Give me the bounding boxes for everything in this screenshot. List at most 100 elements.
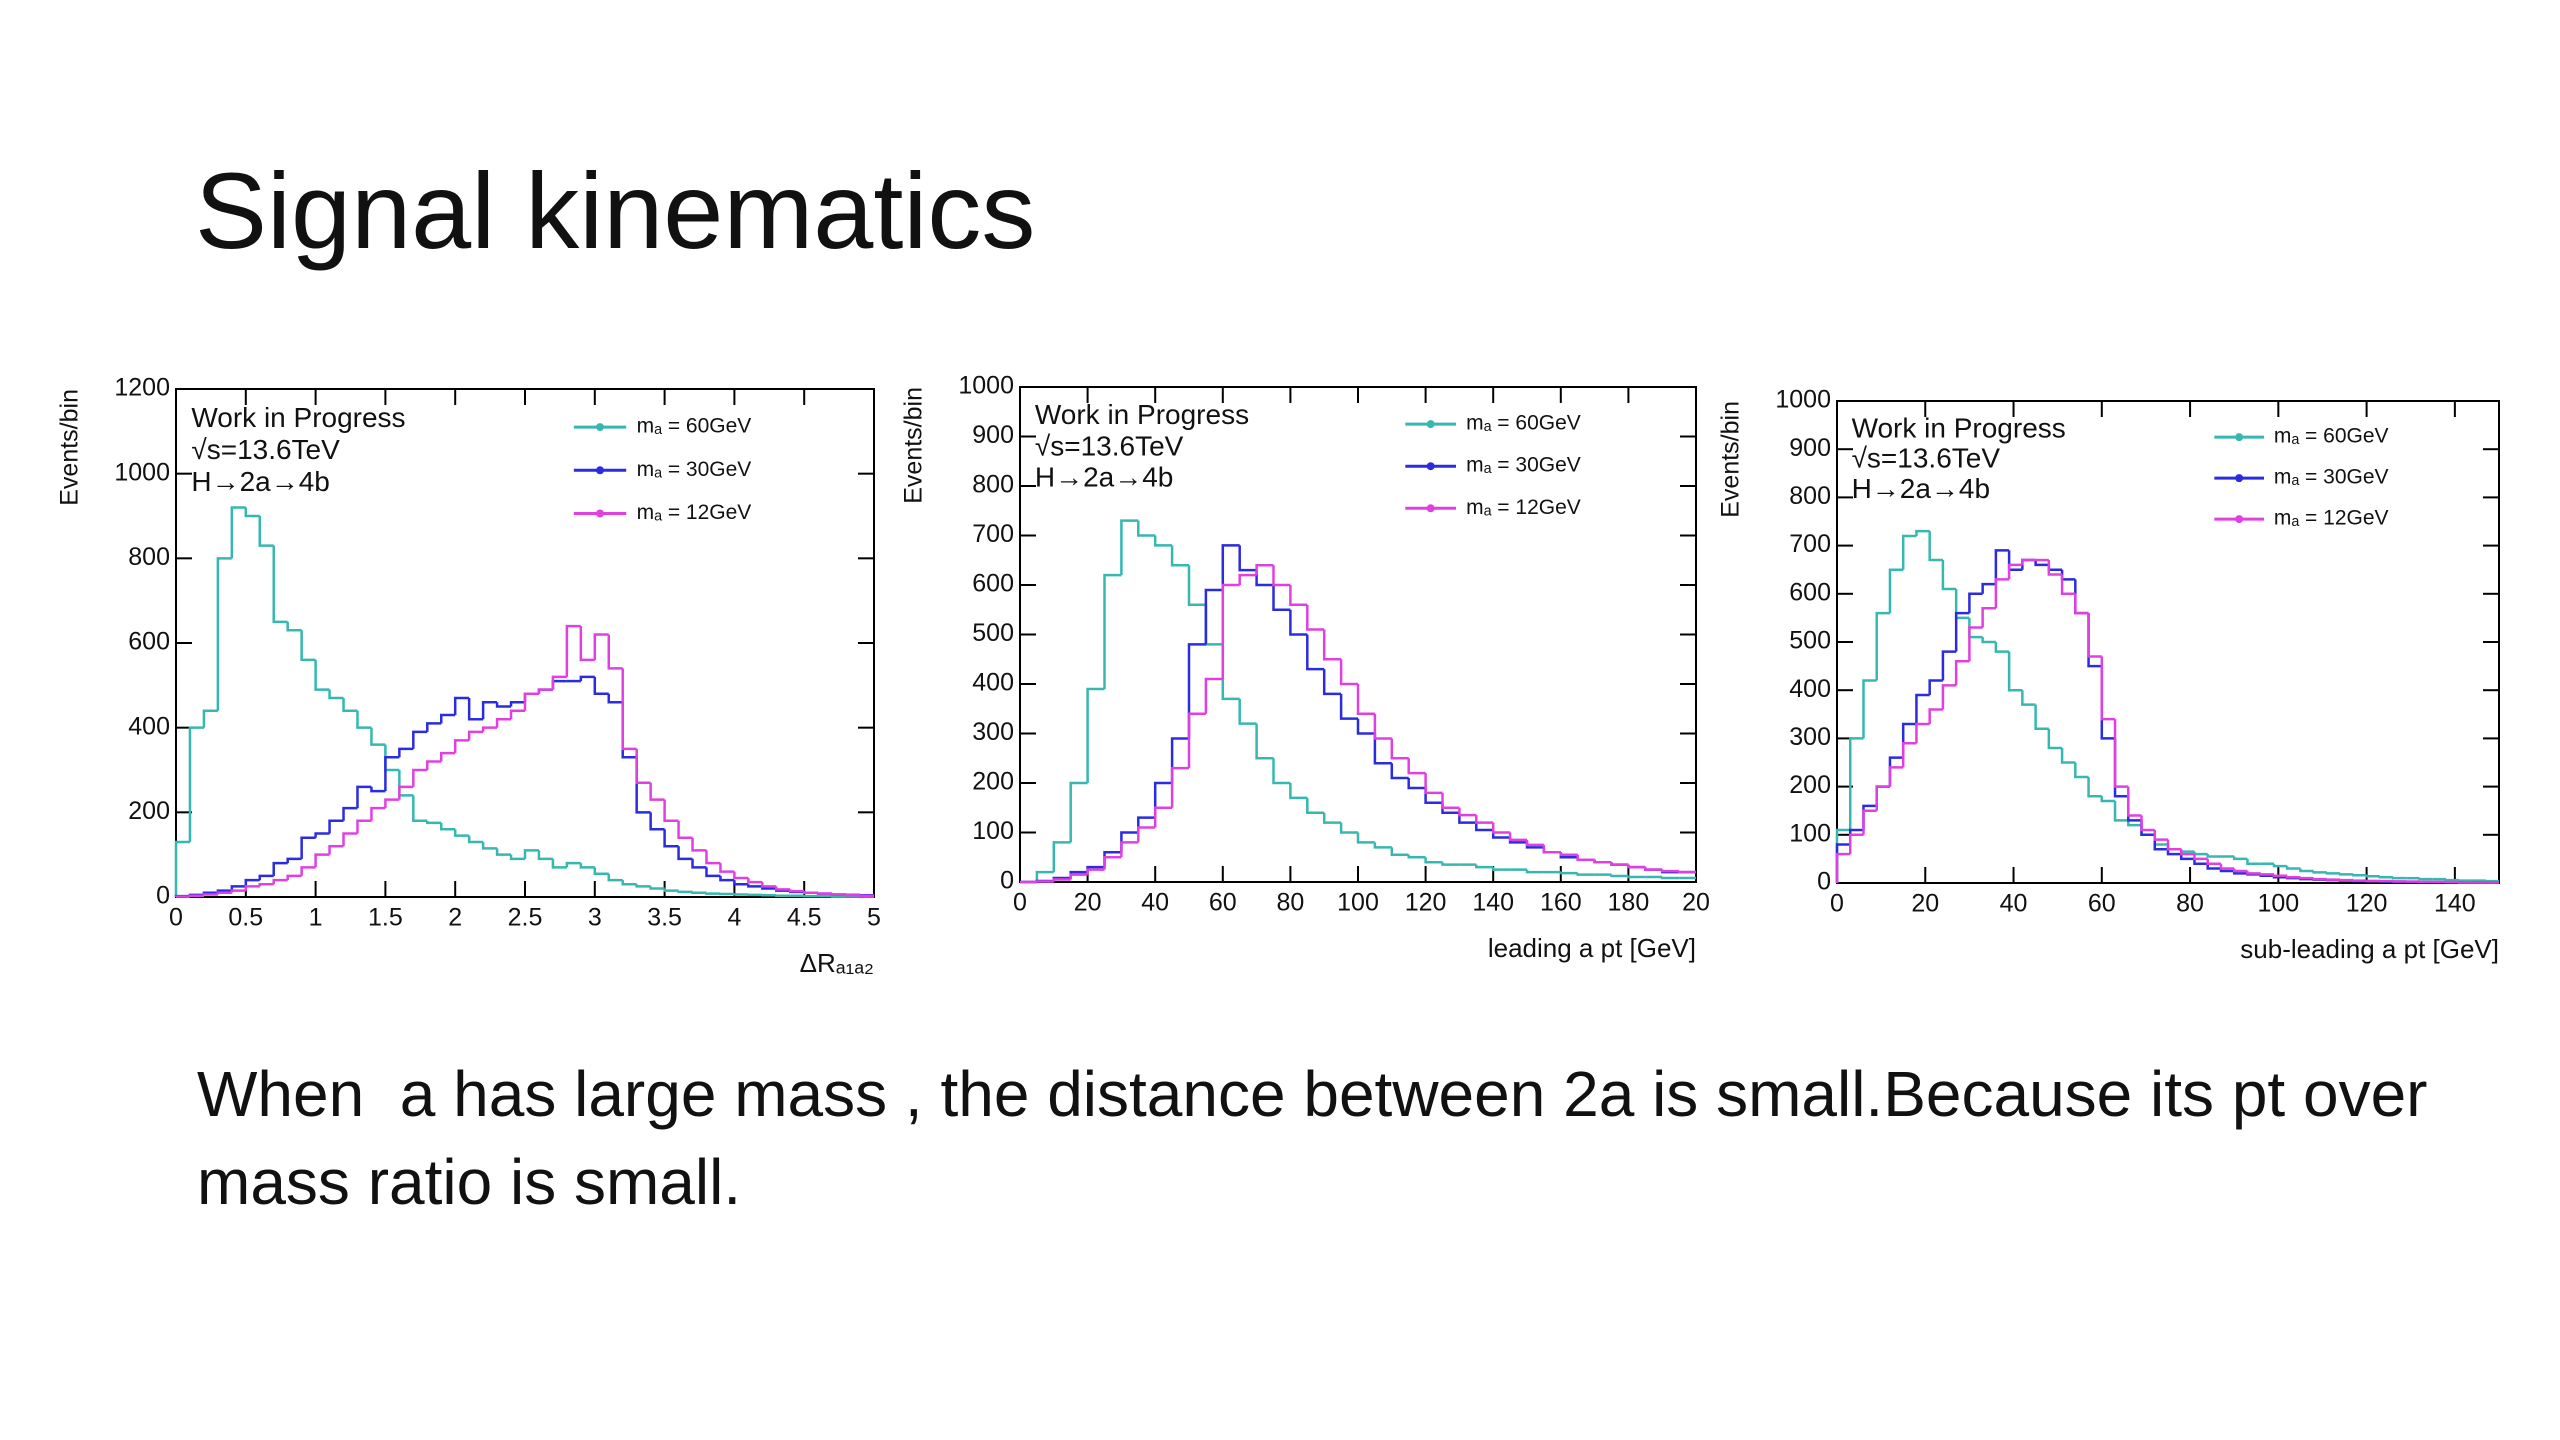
histogram-bin: [2352, 874, 2367, 877]
x-tick-label: 140: [1472, 889, 1514, 917]
histogram-bin: [551, 675, 567, 690]
histogram-bin: [1255, 570, 1274, 587]
histogram-bin: [1941, 560, 1957, 591]
histogram-bin: [2074, 762, 2089, 779]
histogram-bin: [691, 837, 707, 852]
histogram-bin: [2021, 690, 2036, 706]
histogram-bin: [788, 889, 805, 893]
y-tick-label: 400: [1789, 675, 1831, 703]
annotation: Work in Progress: [1852, 412, 2066, 443]
histogram-bin: [412, 730, 428, 749]
x-tick-label: 0.5: [228, 904, 263, 932]
histogram-bin: [844, 894, 861, 897]
histogram-bin: [453, 829, 470, 837]
histogram-bin: [342, 832, 358, 847]
histogram-bin: [1120, 519, 1139, 576]
histogram-bin: [2365, 875, 2380, 878]
histogram-bin: [1153, 781, 1173, 818]
histogram-bin: [1875, 785, 1890, 806]
histogram-bin: [286, 621, 302, 632]
histogram-bin: [523, 692, 539, 703]
histogram-bin: [2272, 874, 2288, 878]
histogram-bin: [1069, 873, 1088, 880]
histogram-bin: [761, 882, 777, 888]
histogram-bin: [2153, 834, 2168, 851]
histogram-bin: [2034, 560, 2049, 567]
histogram-bin: [677, 820, 693, 839]
histogram-bin: [1221, 583, 1240, 680]
histogram-bin: [509, 854, 525, 861]
histogram-bin: [1272, 585, 1291, 611]
histogram-bin: [621, 668, 637, 751]
histogram-bin: [635, 757, 651, 814]
histogram-bin: [1610, 862, 1629, 866]
histogram-bin: [830, 893, 847, 896]
histogram-bin: [2246, 870, 2261, 875]
x-tick-label: 2.5: [508, 904, 543, 932]
histogram-bin: [202, 709, 218, 728]
histogram-bin: [1848, 833, 1864, 855]
histogram-bin: [300, 866, 316, 876]
histogram-bin: [802, 891, 819, 895]
histogram-bin: [1187, 565, 1206, 607]
histogram-bin: [2007, 550, 2023, 571]
histogram-bin: [1255, 563, 1274, 576]
histogram-bin: [663, 888, 679, 892]
histogram-bin: [174, 840, 190, 897]
histogram-bin: [426, 820, 442, 825]
histogram-bin: [244, 507, 260, 518]
histogram-bin: [1644, 867, 1663, 871]
histogram-bin: [1424, 857, 1443, 864]
histogram-bin: [2060, 748, 2076, 764]
x-tick-label: 40: [1141, 889, 1169, 917]
histogram-bin: [509, 701, 525, 707]
histogram-bin: [1086, 687, 1105, 783]
histogram-bin: [1339, 693, 1358, 720]
histogram-bin: [453, 696, 470, 715]
histogram-bin: [216, 891, 232, 895]
histogram-bin: [1322, 669, 1342, 696]
histogram-bin: [1170, 545, 1189, 567]
histogram-bin: [1441, 792, 1460, 809]
histogram-bin: [495, 717, 512, 728]
histogram-bin: [635, 884, 651, 888]
histogram-bin: [1968, 626, 1983, 662]
histogram-bin: [579, 675, 595, 682]
histogram-bin: [705, 867, 721, 878]
histogram-bin: [2179, 854, 2195, 861]
histogram-bin: [2140, 820, 2155, 837]
histogram-bin: [2021, 558, 2036, 565]
histogram-bin: [370, 786, 386, 793]
histogram-bin: [2047, 564, 2063, 571]
histogram-bin: [621, 880, 637, 886]
histogram-bin: [286, 874, 302, 881]
histogram-bin: [537, 850, 553, 861]
histogram-bin: [1968, 592, 1983, 614]
legend-label: mₐ = 60GeV: [1466, 412, 1581, 435]
legend-marker: [596, 509, 605, 518]
histogram-bin: [649, 812, 665, 831]
histogram-bin: [523, 692, 539, 711]
histogram-bin: [398, 770, 414, 797]
histogram-bin: [2299, 876, 2314, 880]
y-tick-label: 700: [1789, 530, 1831, 558]
y-tick-label: 0: [1817, 868, 1831, 896]
histogram-bin: [593, 867, 609, 875]
histogram-bin: [230, 506, 246, 559]
histogram-bin: [1862, 809, 1877, 835]
body-text: When a has large mass , the distance bet…: [197, 1058, 2446, 1218]
histogram-bin: [649, 886, 665, 890]
legend-marker: [2235, 515, 2244, 524]
y-tick-label: 200: [1789, 771, 1831, 799]
legend-label: mₐ = 12GeV: [2274, 507, 2389, 530]
x-tick-label: 4: [727, 904, 741, 932]
histogram-bin: [705, 892, 721, 895]
y-tick-label: 900: [1789, 434, 1831, 462]
histogram-bin: [495, 848, 512, 856]
histogram-bin: [2206, 858, 2221, 865]
y-tick-label: 800: [972, 471, 1014, 499]
histogram-bin: [1339, 822, 1358, 834]
histogram-bin: [1928, 679, 1943, 696]
